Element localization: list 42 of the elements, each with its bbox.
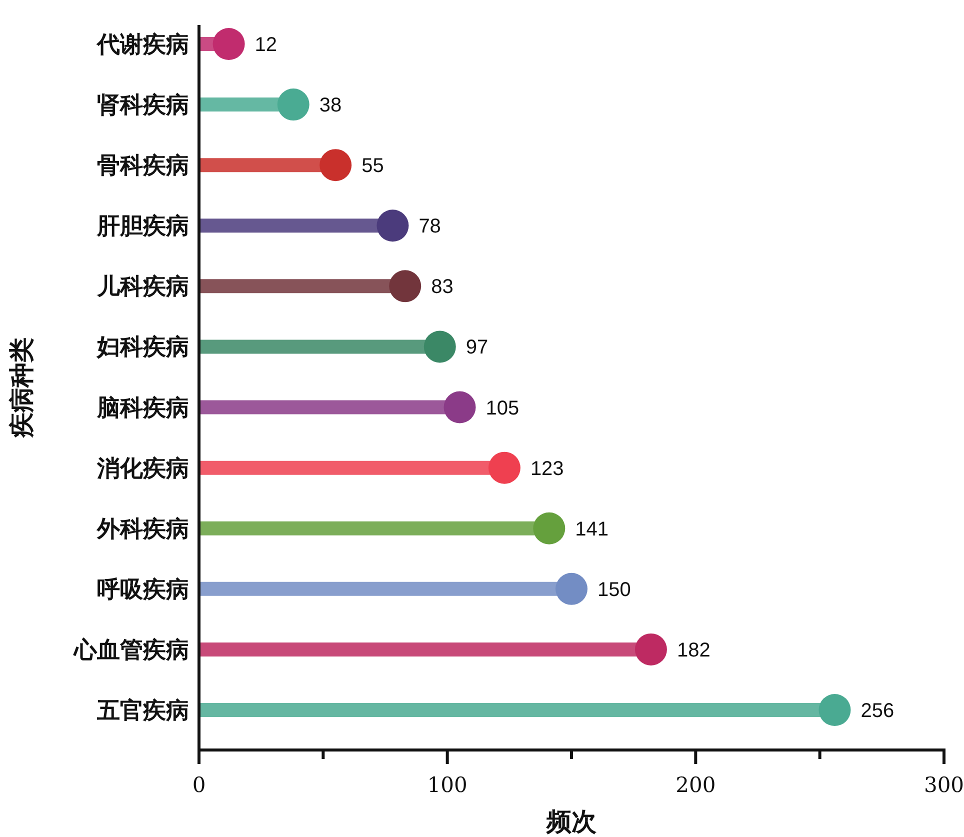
y-tick-label: 骨科疾病: [97, 152, 189, 180]
point: [389, 270, 422, 302]
data-label: 97: [466, 336, 488, 359]
data-label: 123: [530, 458, 564, 480]
point: [556, 572, 588, 605]
y-tick-label: 妇科疾病: [96, 334, 189, 361]
point: [818, 694, 851, 726]
point: [277, 88, 310, 121]
x-axis-title: 频次: [546, 807, 598, 836]
point: [488, 452, 520, 484]
y-tick-label: 儿科疾病: [96, 273, 189, 300]
y-tick-label: 肝胆疾病: [96, 212, 189, 240]
data-label: 83: [431, 276, 454, 298]
x-tick-label: 300: [924, 773, 964, 797]
x-tick-label: 200: [676, 773, 716, 797]
data-label: 55: [362, 155, 384, 178]
y-tick-label: 消化疾病: [96, 454, 189, 482]
y-tick-label: 五官疾病: [96, 697, 189, 724]
y-tick-label: 肾科疾病: [97, 92, 189, 119]
x-tick-label: 100: [427, 773, 468, 797]
data-label: 12: [254, 34, 278, 56]
data-label: 78: [418, 216, 441, 238]
y-tick-label: 呼吸疾病: [97, 576, 189, 603]
data-label: 38: [319, 94, 342, 117]
data-label: 256: [860, 700, 894, 722]
point: [376, 210, 409, 242]
y-tick-label: 代谢疾病: [96, 31, 189, 58]
point: [533, 512, 566, 544]
y-tick-label: 外科疾病: [96, 515, 189, 542]
y-axis-title: 疾病种类: [7, 338, 36, 438]
point: [424, 330, 456, 363]
point: [634, 633, 667, 666]
data-label: 150: [598, 578, 631, 601]
point: [212, 28, 245, 60]
y-tick-label: 心血管疾病: [73, 636, 189, 664]
x-tick-label: 0: [192, 773, 206, 797]
data-label: 182: [676, 639, 710, 662]
point: [320, 149, 352, 182]
data-label: 141: [575, 518, 609, 540]
data-label: 105: [486, 397, 520, 420]
point: [444, 391, 476, 424]
y-tick-label: 脑科疾病: [96, 394, 189, 422]
